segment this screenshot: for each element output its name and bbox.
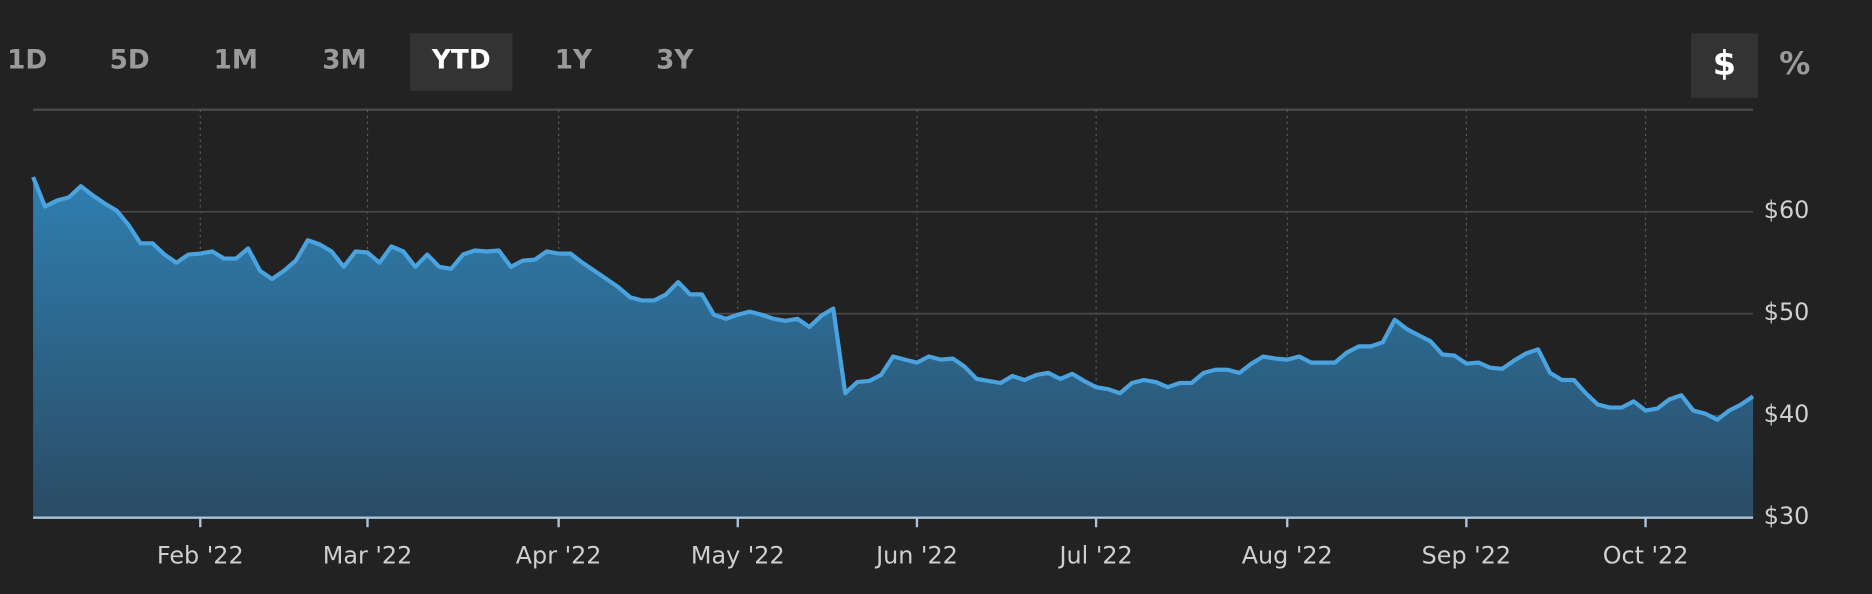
range-button[interactable]: 1M	[214, 45, 258, 75]
x-tick-label: Jul '22	[1057, 542, 1132, 570]
y-tick-label: $50	[1764, 298, 1810, 326]
area-fill	[33, 177, 1754, 518]
y-tick-label: $30	[1764, 502, 1810, 530]
x-tick-label: Aug '22	[1242, 542, 1333, 570]
x-tick-label: Oct '22	[1603, 542, 1689, 570]
unit-buttons: $ %	[1713, 44, 1811, 83]
range-button[interactable]: YTD	[431, 45, 491, 75]
selected-range-bg	[409, 33, 513, 91]
range-button[interactable]: 3M	[322, 45, 366, 75]
x-tick-label: Jun '22	[874, 542, 958, 570]
range-button[interactable]: 5D	[110, 45, 150, 75]
unit-button[interactable]: %	[1779, 46, 1810, 82]
y-tick-label: $60	[1764, 196, 1810, 224]
x-tick-label: May '22	[691, 542, 785, 570]
unit-button[interactable]: $	[1713, 44, 1736, 83]
range-buttons: 1D 5D 1M 3M YTD 1Y 3Y	[7, 45, 694, 75]
x-tick-label: Apr '22	[516, 542, 602, 570]
x-tick-label: Sep '22	[1422, 542, 1511, 570]
range-button[interactable]: 1Y	[555, 45, 593, 75]
x-tick-label: Feb '22	[157, 542, 244, 570]
price-line	[31, 176, 1755, 422]
range-button[interactable]: 3Y	[656, 45, 694, 75]
y-tick-label: $40	[1764, 400, 1810, 428]
range-button[interactable]: 1D	[7, 45, 47, 75]
x-tick-label: Mar '22	[323, 542, 412, 570]
selected-unit-bg	[1691, 33, 1758, 98]
